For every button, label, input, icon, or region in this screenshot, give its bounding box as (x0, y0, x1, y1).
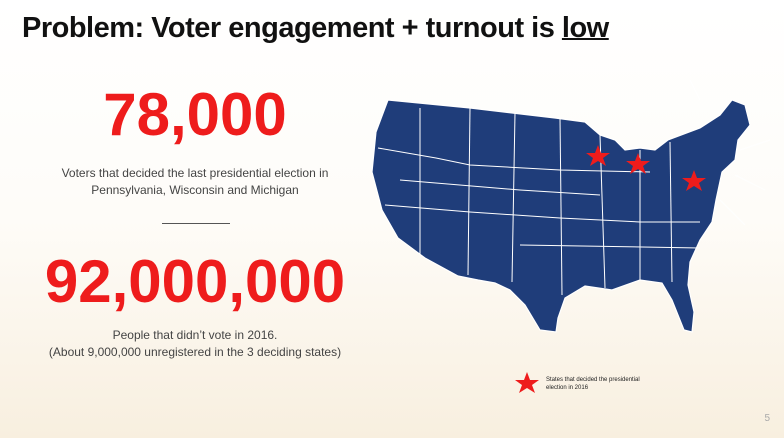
title: Problem: Voter engagement + turnout is l… (22, 12, 609, 45)
highlight-stars (515, 145, 706, 393)
stat-number: 78,000 (103, 81, 287, 148)
legend-line: election in 2016 (546, 385, 589, 391)
title-text: Problem: Voter engagement + turnout is (22, 12, 555, 44)
caption-line: People that didn’t vote in 2016. (112, 328, 278, 342)
caption-line: (About 9,000,000 unregistered in the 3 d… (48, 345, 342, 359)
legend: States that decided the presidential ele… (546, 376, 640, 392)
legend-star (515, 372, 539, 393)
stat-number: 92,000,000 (44, 248, 346, 315)
caption-line: Voters that decided the last presidentia… (61, 166, 329, 180)
legend-line: States that decided the presidential (546, 377, 640, 383)
divider (162, 223, 230, 224)
caption-line: Pennsylvania, Wisconsin and Michigan (91, 183, 299, 197)
glow-lines (689, 79, 771, 226)
state-lines (377, 107, 701, 296)
stat-caption: People that didn’t vote in 2016. (About … (0, 327, 390, 361)
page-number: 5 (764, 413, 770, 424)
title-emphasis: low (561, 12, 609, 44)
stat-caption: Voters that decided the last presidentia… (0, 165, 390, 199)
